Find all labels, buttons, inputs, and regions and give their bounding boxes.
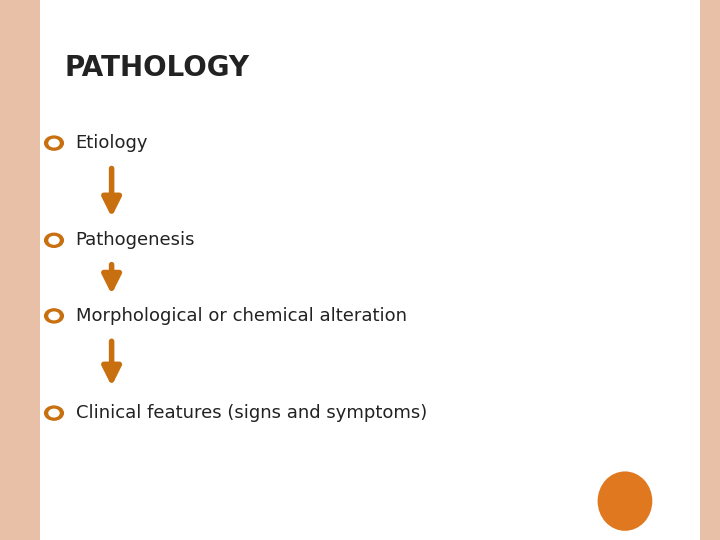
Text: Etiology: Etiology (76, 134, 148, 152)
Bar (0, 0, 40, 540)
Circle shape (45, 233, 63, 247)
Circle shape (49, 237, 59, 244)
Circle shape (45, 136, 63, 150)
Bar (700, 0, 720, 540)
Circle shape (45, 406, 63, 420)
Circle shape (45, 309, 63, 323)
Ellipse shape (598, 471, 652, 531)
Text: PATHOLOGY: PATHOLOGY (65, 53, 250, 82)
Text: Clinical features (signs and symptoms): Clinical features (signs and symptoms) (76, 404, 427, 422)
Circle shape (49, 312, 59, 320)
Circle shape (49, 409, 59, 417)
Text: Morphological or chemical alteration: Morphological or chemical alteration (76, 307, 407, 325)
Text: Pathogenesis: Pathogenesis (76, 231, 195, 249)
Circle shape (49, 139, 59, 147)
